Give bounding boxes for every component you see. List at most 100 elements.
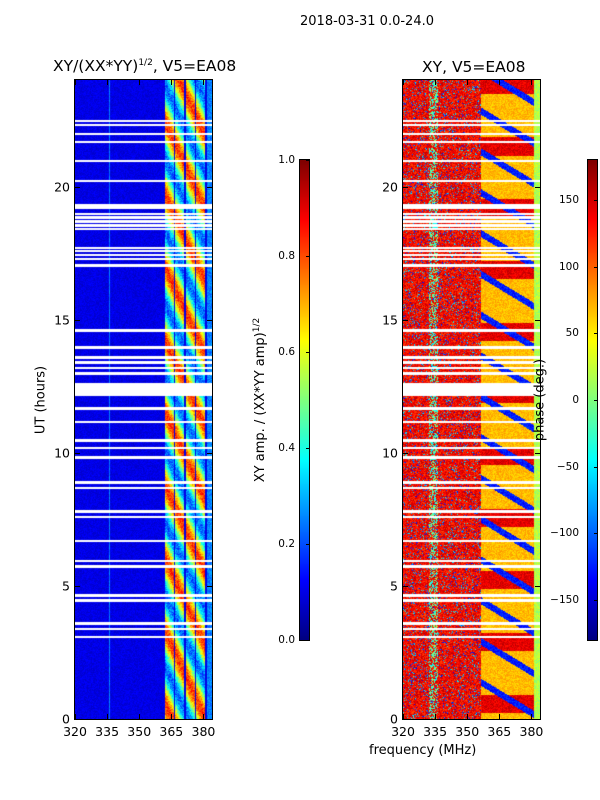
y-tick-label: 5 [390,578,398,594]
phase-heatmap [403,80,540,719]
colorbar-tick-label: 0.0 [278,634,295,646]
y-tick-mark [535,719,540,720]
colorbar-tick-mark [594,600,598,601]
y-tick-mark [403,452,408,454]
left-title-sup: 1/2 [138,57,153,68]
y-tick-mark [207,585,212,587]
x-tick-mark [203,80,205,85]
x-tick-mark [75,80,76,85]
x-tick-mark [531,714,533,719]
y-tick-label: 10 [382,445,398,461]
x-tick-mark [499,714,501,719]
colorbar-tick-label: 50 [565,327,579,340]
x-tick-label: 335 [423,724,448,739]
amp-cbar-label-main: XY amp. / (XX*YY amp) [253,332,269,483]
x-tick-label: 350 [127,724,152,739]
x-tick-mark [139,80,141,85]
colorbar-tick-mark [594,400,598,401]
x-tick-mark [75,714,76,719]
x-tick-mark [107,80,109,85]
x-tick-mark [403,80,404,85]
suptitle: 2018-03-31 0.0-24.0 [300,14,434,29]
left-title-rest: , V5=EA08 [152,57,237,75]
left-ylabel: UT (hours) [33,365,49,435]
x-tick-mark [435,714,437,719]
y-tick-label: 15 [54,312,70,328]
colorbar-tick-label: −50 [556,460,579,473]
y-tick-mark [535,452,540,454]
colorbar-tick-label: 150 [558,194,579,206]
x-tick-mark [499,80,501,85]
x-tick-mark [467,80,469,85]
colorbar-tick-mark [594,466,598,468]
y-tick-mark [403,319,408,321]
phase-colorbar-label: phase (deg.) [532,358,548,442]
x-tick-mark [403,714,404,719]
amplitude-heatmap [75,80,212,719]
colorbar-tick-label: 100 [558,260,579,273]
y-tick-mark [75,452,80,454]
amp-cbar-label-sup: 1/2 [251,317,262,333]
colorbar-tick-label: −100 [550,527,579,540]
x-tick-mark [531,80,533,85]
colorbar-tick-mark [306,352,310,353]
colorbar-tick-mark [594,200,598,201]
x-tick-mark [203,714,205,719]
x-tick-label: 380 [519,724,544,739]
xlabel: frequency (MHz) [369,743,477,758]
colorbar-tick-mark [306,640,310,641]
amplitude-colorbar-label: XY amp. / (XX*YY amp)1/2 [252,318,268,482]
right-axes-frame [402,79,541,720]
y-tick-label: 5 [62,578,70,594]
colorbar-tick-label: 1.0 [278,154,295,166]
y-tick-mark [75,186,80,188]
x-tick-mark [171,80,173,85]
y-tick-mark [207,186,212,188]
phase-colorbar [588,160,597,640]
x-tick-label: 365 [487,724,512,739]
y-tick-mark [403,186,408,188]
x-tick-label: 335 [95,724,120,739]
colorbar-tick-mark [306,256,310,257]
y-tick-mark [207,452,212,454]
y-tick-mark [75,719,80,720]
left-panel-title: XY/(XX*YY)1/2, V5=EA08 [53,57,236,75]
right-panel-title: XY, V5=EA08 [422,58,526,76]
x-tick-mark [467,714,469,719]
x-tick-label: 380 [191,724,216,739]
colorbar-tick-mark [594,533,598,535]
x-tick-mark [435,80,437,85]
colorbar-tick-label: 0.2 [278,538,295,550]
amplitude-colorbar-frame [299,159,310,641]
y-tick-mark [535,585,540,587]
colorbar-tick-mark [306,160,310,161]
y-tick-mark [535,186,540,188]
y-tick-mark [207,719,212,720]
colorbar-tick-label: 0.6 [278,346,295,358]
y-tick-label: 0 [390,711,398,727]
colorbar-tick-mark [306,544,310,545]
amplitude-colorbar [300,160,309,640]
left-axes-frame [74,79,213,720]
y-tick-label: 20 [382,179,398,194]
y-tick-mark [75,585,80,587]
colorbar-tick-label: 0 [572,394,579,406]
colorbar-tick-label: 0.4 [278,442,295,454]
y-tick-mark [403,585,408,587]
x-tick-mark [171,714,173,719]
x-tick-label: 365 [159,724,184,739]
y-tick-label: 15 [382,312,398,328]
y-tick-mark [535,319,540,321]
y-tick-mark [403,719,408,720]
x-tick-label: 320 [391,724,415,739]
x-tick-label: 350 [455,724,480,739]
y-tick-label: 20 [54,179,70,194]
colorbar-tick-label: −150 [550,594,579,606]
colorbar-tick-label: 0.8 [278,250,295,262]
y-tick-label: 0 [62,711,70,727]
y-tick-label: 10 [54,445,70,461]
x-tick-mark [139,714,141,719]
x-tick-mark [107,714,109,719]
x-tick-label: 320 [63,724,87,739]
